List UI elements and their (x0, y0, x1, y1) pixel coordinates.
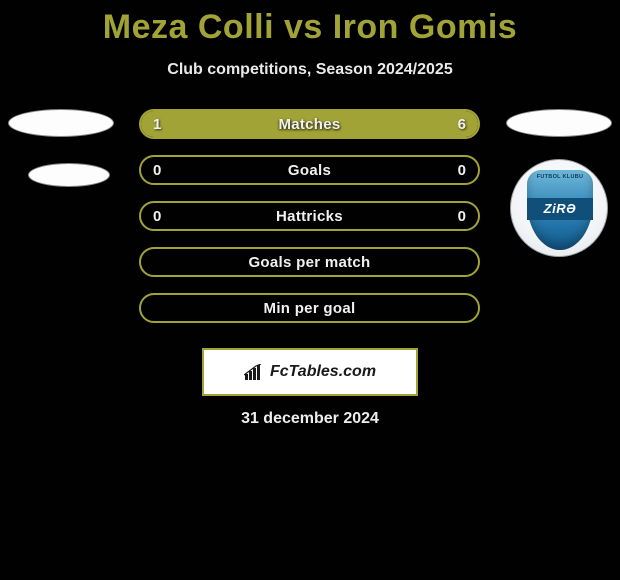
brand-box: FcTables.com (202, 348, 418, 396)
page-subtitle: Club competitions, Season 2024/2025 (0, 61, 620, 79)
stat-row: Matches1 6 (0, 109, 620, 155)
date-text: 31 december 2024 (0, 410, 620, 428)
stat-bar: Matches1 6 (139, 109, 480, 139)
stat-bar: Min per goal (139, 293, 480, 323)
page-title: Meza Colli vs Iron Gomis (0, 0, 620, 47)
stat-label: Matches (141, 116, 478, 133)
stat-row: Goals0 0 (0, 155, 620, 201)
stat-row: Hattricks0 0 (0, 201, 620, 247)
stat-value-right: 6 (458, 116, 466, 133)
stat-row: Goals per match (0, 247, 620, 293)
stat-bar: Goals per match (139, 247, 480, 277)
stat-value-right: 0 (458, 208, 466, 225)
stat-bar: Hattricks0 0 (139, 201, 480, 231)
stat-label: Goals (141, 162, 478, 179)
stat-value-left: 1 (153, 116, 161, 133)
stat-label: Goals per match (141, 254, 478, 271)
rows-container: Matches16Goals00Hattricks00Goals per mat… (0, 109, 620, 339)
stat-value-left: 0 (153, 162, 161, 179)
stat-value-left: 0 (153, 208, 161, 225)
stat-bar: Goals0 0 (139, 155, 480, 185)
brand-text: FcTables.com (270, 363, 376, 381)
stat-label: Hattricks (141, 208, 478, 225)
stat-label: Min per goal (141, 300, 478, 317)
stat-value-right: 0 (458, 162, 466, 179)
bar-chart-icon (244, 364, 264, 380)
comparison-chart: FUTBOL KLUBU ZiRƏ Matches16Goals00Hattri… (0, 109, 620, 339)
stat-row: Min per goal (0, 293, 620, 339)
